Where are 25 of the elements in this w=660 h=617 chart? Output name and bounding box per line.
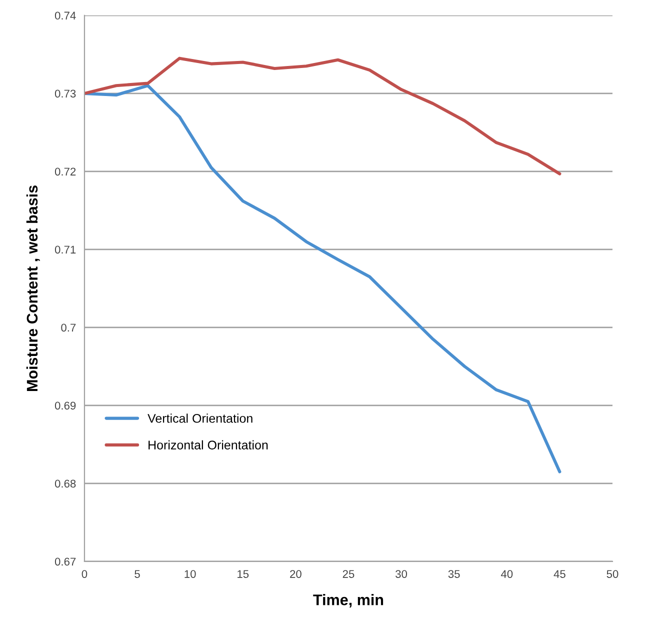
y-tick-label: 0.73	[54, 90, 76, 98]
line-series	[84, 56, 562, 176]
line-series	[84, 84, 562, 474]
y-tick-label: 0.71	[54, 246, 76, 254]
y-tick-label: 0.74	[54, 12, 76, 20]
legend-label: Vertical Orientation	[148, 414, 252, 423]
y-tick-label: 0.69	[54, 402, 76, 410]
x-tick-label: 45	[554, 570, 566, 578]
x-tick-label: 5	[134, 570, 140, 578]
x-tick-label: 35	[448, 570, 460, 578]
legend-label: Horizontal Orientation	[148, 440, 268, 450]
x-tick-label: 10	[184, 570, 196, 578]
x-tick-label: 40	[500, 570, 513, 578]
x-tick-label: 50	[606, 570, 618, 578]
y-tick-label: 0.68	[54, 480, 76, 488]
y-tick-label: 0.67	[54, 558, 76, 566]
x-tick-label: 15	[238, 570, 249, 578]
x-tick-label: 20	[290, 570, 302, 578]
x-tick-label: 25	[342, 570, 354, 578]
y-axis-title: Moisture Content , wet basis	[26, 186, 40, 391]
x-tick-label: 0	[82, 570, 88, 578]
y-tick-label: 0.7	[61, 324, 76, 332]
y-tick-label: 0.72	[54, 168, 76, 176]
x-axis-title: Time, min	[313, 594, 384, 608]
x-tick-label: 30	[396, 570, 408, 578]
